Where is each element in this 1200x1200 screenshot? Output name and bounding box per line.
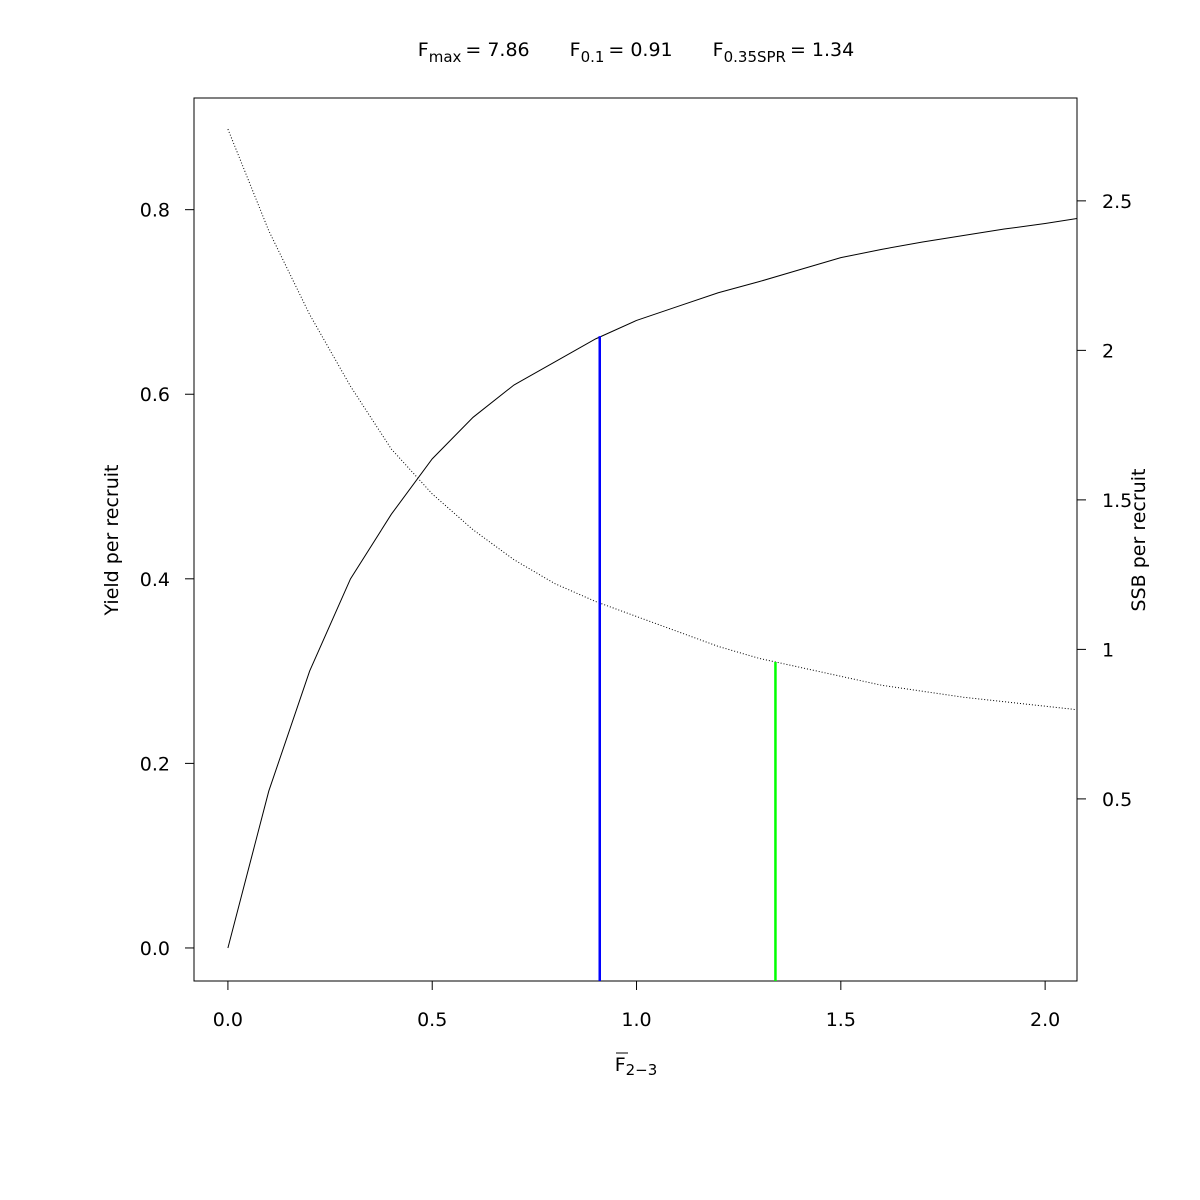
- x-tick-label: 1.0: [621, 1009, 651, 1031]
- title-relation: =: [608, 39, 624, 61]
- title-symbol: F: [713, 39, 724, 61]
- y2-tick-label: 0.5: [1102, 789, 1132, 811]
- x-tick-label: 2.0: [1030, 1009, 1060, 1031]
- x-label-symbol: F: [615, 1054, 626, 1076]
- title-subscript: 0.1: [581, 48, 605, 66]
- y2-tick-label: 1.5: [1102, 490, 1132, 512]
- title-symbol: F: [570, 39, 581, 61]
- title-value: 7.86: [487, 39, 529, 61]
- y2-tick-label: 2: [1102, 340, 1114, 362]
- title-subscript: 0.35SPR: [724, 48, 786, 66]
- x-tick-label: 0.0: [213, 1009, 243, 1031]
- chart-title: Fmax = 7.86 F0.1 = 0.91 F0.35SPR = 1.34: [418, 39, 854, 66]
- x-axis-label: F2−3: [615, 1054, 658, 1079]
- y2-tick-label: 1: [1102, 639, 1114, 661]
- y-tick-label: 0.0: [140, 938, 170, 960]
- y-tick-label: 0.6: [140, 384, 170, 406]
- y-tick-label: 0.4: [140, 569, 170, 591]
- title-value: 0.91: [630, 39, 672, 61]
- y2-axis-label: SSB per recruit: [1128, 469, 1150, 612]
- x-label-subscript: 2−3: [626, 1061, 658, 1079]
- plot-frame: [193, 97, 1078, 982]
- y-tick-label: 0.2: [140, 753, 170, 775]
- title-subscript: max: [429, 48, 462, 66]
- curve: [227, 128, 1077, 711]
- y2-tick-label: 2.5: [1102, 191, 1132, 213]
- title-relation: =: [790, 39, 806, 61]
- y-axis-label: Yield per recruit: [101, 465, 123, 617]
- title-relation: =: [465, 39, 481, 61]
- curve: [227, 217, 1077, 949]
- x-tick-label: 1.5: [826, 1009, 856, 1031]
- title-value: 1.34: [812, 39, 854, 61]
- y-tick-label: 0.8: [140, 200, 170, 222]
- title-symbol: F: [418, 39, 429, 61]
- x-tick-label: 0.5: [417, 1009, 447, 1031]
